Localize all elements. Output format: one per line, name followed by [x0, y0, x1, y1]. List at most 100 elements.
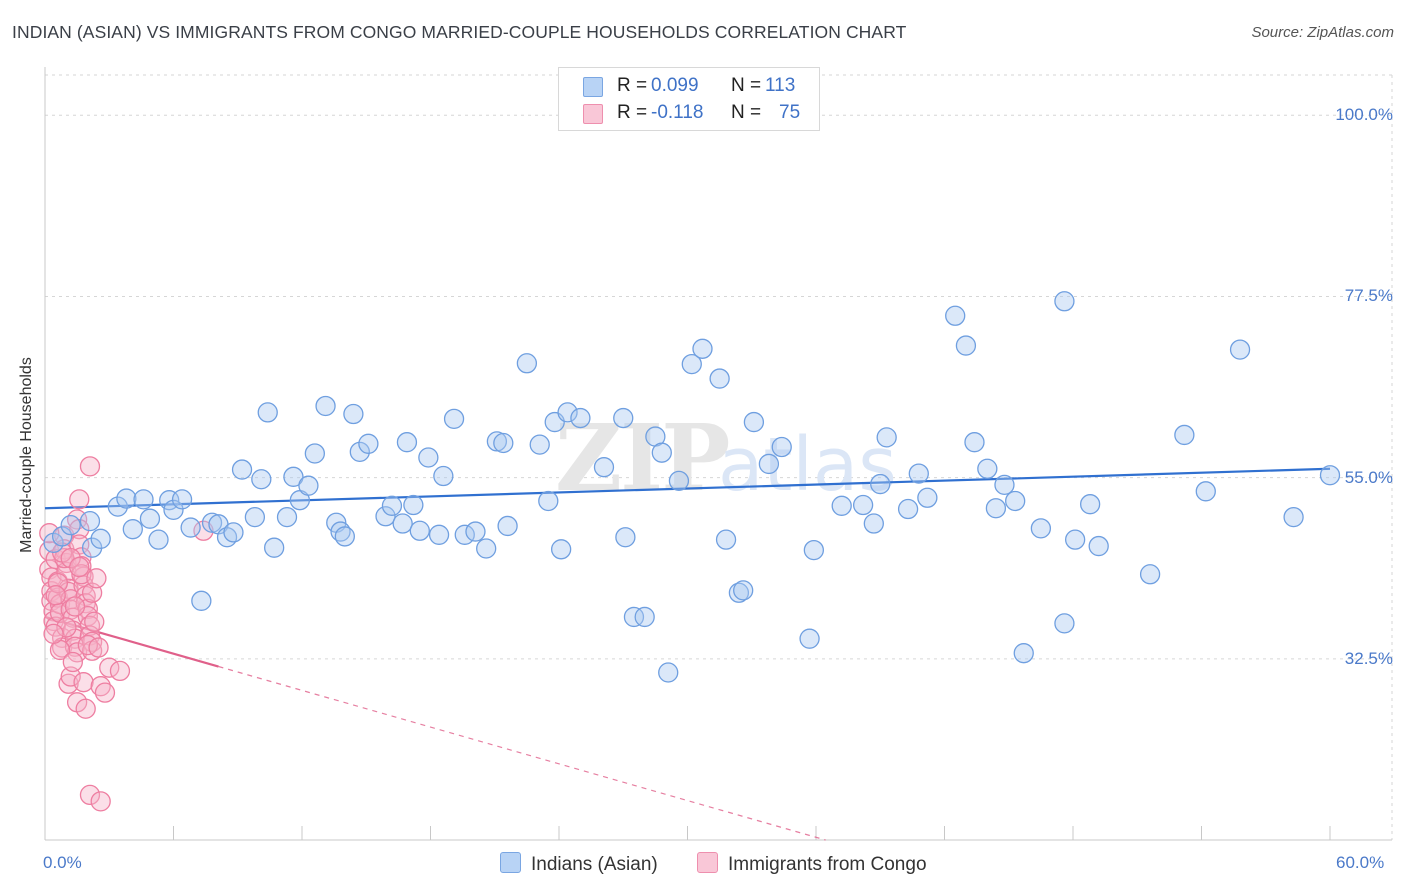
- data-point-indians: [1030, 518, 1052, 539]
- data-point-indians: [994, 474, 1015, 496]
- data-point-indians: [90, 528, 111, 549]
- series-legend: Indians (Asian) Immigrants from Congo: [0, 852, 1406, 878]
- data-point-congo: [39, 523, 60, 544]
- data-point-congo: [56, 617, 77, 638]
- data-point-indians: [758, 453, 780, 475]
- data-point-congo: [94, 682, 116, 703]
- data-point-indians: [148, 529, 169, 550]
- data-point-indians: [1079, 494, 1101, 515]
- data-point-congo: [69, 489, 90, 510]
- data-point-indians: [908, 463, 929, 484]
- data-point-indians: [343, 403, 364, 425]
- legend-n-label: N =: [731, 75, 762, 96]
- legend-swatch-blue: [583, 77, 603, 97]
- data-point-indians: [964, 432, 985, 453]
- data-point-indians: [658, 662, 679, 683]
- data-point-congo: [58, 673, 79, 694]
- data-point-indians: [191, 590, 212, 611]
- data-point-indians: [283, 466, 304, 487]
- data-point-congo: [84, 611, 105, 632]
- y-tick-label-100: 100.0%: [1335, 105, 1393, 125]
- data-point-indians: [557, 402, 578, 423]
- legend-swatch-pink: [697, 852, 718, 873]
- data-point-indians: [799, 628, 820, 649]
- data-point-congo: [71, 564, 92, 585]
- data-point-indians: [1174, 424, 1195, 446]
- data-point-indians: [493, 432, 514, 454]
- y-tick-label-77-5: 77.5%: [1344, 286, 1393, 306]
- data-point-indians: [107, 496, 128, 517]
- data-point-indians: [681, 353, 702, 375]
- data-point-indians: [381, 495, 403, 516]
- data-point-indians: [613, 407, 634, 429]
- data-point-indians: [409, 520, 430, 541]
- data-point-indians: [692, 338, 713, 359]
- data-point-indians: [743, 411, 765, 433]
- data-point-indians: [465, 521, 486, 542]
- data-point-indians: [428, 524, 450, 545]
- data-point-indians: [276, 506, 298, 528]
- data-point-indians: [116, 488, 137, 509]
- data-point-congo: [66, 642, 88, 663]
- data-point-indians: [418, 447, 439, 468]
- data-point-indians: [715, 529, 737, 550]
- data-point-congo: [45, 585, 66, 606]
- data-point-indians: [876, 427, 897, 448]
- legend-label: Indians (Asian): [531, 854, 658, 875]
- data-point-indians: [1054, 613, 1075, 634]
- legend-item-congo[interactable]: Immigrants from Congo: [697, 852, 927, 876]
- data-point-congo: [193, 520, 214, 541]
- data-point-indians: [1229, 339, 1251, 360]
- data-point-congo: [43, 623, 64, 645]
- y-tick-label-55: 55.0%: [1344, 467, 1393, 487]
- data-point-indians: [180, 517, 201, 538]
- data-point-indians: [443, 408, 465, 429]
- data-point-indians: [396, 432, 418, 453]
- data-point-congo: [64, 596, 86, 617]
- data-point-indians: [304, 443, 326, 464]
- data-point-indians: [1005, 490, 1026, 512]
- data-point-indians: [171, 489, 193, 510]
- data-point-indians: [955, 335, 977, 356]
- stats-legend: R = 0.099 N = 113 R = -0.118 N = 75: [558, 67, 820, 131]
- data-point-congo: [62, 651, 83, 673]
- data-point-indians: [133, 489, 154, 510]
- data-point-indians: [852, 494, 874, 516]
- legend-item-indians[interactable]: Indians (Asian): [500, 852, 658, 876]
- data-point-indians: [392, 513, 413, 534]
- data-point-indians: [433, 465, 454, 487]
- data-point-indians: [497, 515, 518, 537]
- data-point-indians: [315, 395, 336, 417]
- trend-line-congo: [44, 615, 219, 668]
- data-point-indians: [201, 512, 223, 533]
- data-point-indians: [803, 539, 825, 561]
- data-point-congo: [88, 637, 109, 658]
- legend-swatch-pink: [583, 104, 603, 124]
- data-point-indians: [51, 526, 73, 547]
- legend-swatch-blue: [500, 852, 521, 873]
- data-point-indians: [349, 441, 370, 463]
- legend-n-label: N =: [731, 102, 762, 123]
- gridlines: [45, 74, 1393, 840]
- legend-n-value: 113: [765, 75, 796, 96]
- data-point-indians: [623, 606, 645, 628]
- data-point-indians: [60, 514, 81, 536]
- trend-line-indians: [44, 467, 1331, 510]
- data-point-congo: [73, 672, 94, 693]
- data-point-indians: [945, 305, 966, 326]
- data-point-indians: [334, 526, 355, 547]
- data-point-indians: [1088, 535, 1109, 557]
- data-point-indians: [771, 436, 792, 458]
- data-point-indians: [298, 475, 319, 496]
- data-point-indians: [570, 407, 591, 429]
- data-point-indians: [1064, 529, 1086, 550]
- data-point-indians: [223, 522, 244, 543]
- chart-source: Source: ZipAtlas.com: [1251, 24, 1394, 41]
- data-point-indians: [985, 498, 1007, 519]
- data-point-indians: [538, 490, 559, 512]
- watermark: ZIP atlas: [555, 404, 897, 512]
- data-point-indians: [733, 580, 754, 601]
- data-point-indians: [1319, 465, 1341, 486]
- data-point-indians: [863, 513, 884, 534]
